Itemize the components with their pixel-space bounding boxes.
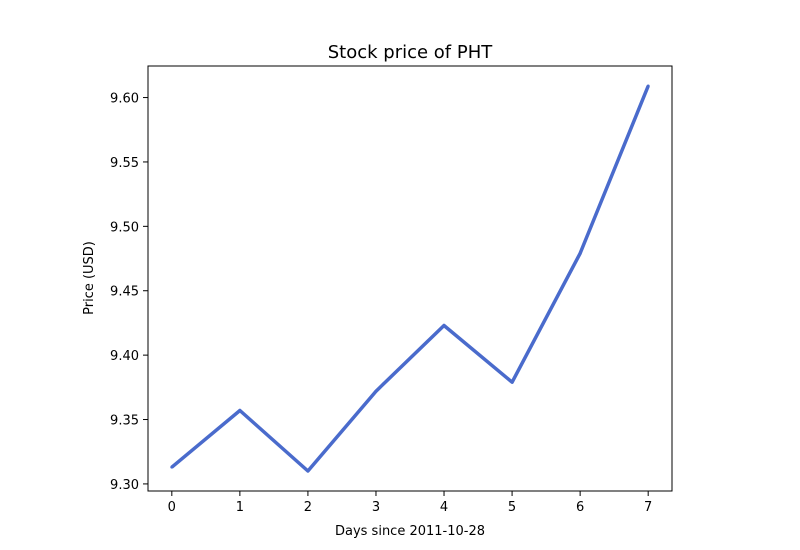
price-series-line — [170, 85, 650, 473]
plot-area-frame — [147, 65, 673, 492]
x-axis-label: Days since 2011-10-28 — [335, 524, 485, 539]
x-tick-label: 1 — [236, 500, 244, 515]
data-point — [442, 324, 446, 328]
data-point — [578, 251, 582, 255]
y-axis: 9.30 9.35 9.40 9.45 9.50 9.55 9.60 — [110, 92, 148, 493]
x-tick-label: 6 — [576, 500, 584, 515]
y-tick-label: 9.45 — [110, 285, 139, 300]
x-axis: 0 1 2 3 4 5 6 7 — [168, 491, 652, 515]
x-tick-label: 3 — [372, 500, 380, 515]
x-tick-label: 4 — [440, 500, 448, 515]
series-layer — [170, 84, 650, 473]
y-tick-label: 9.40 — [110, 349, 139, 364]
data-point — [510, 380, 514, 384]
x-tick-label: 0 — [168, 500, 176, 515]
data-point — [170, 465, 174, 469]
y-tick-label: 9.50 — [110, 220, 139, 235]
chart-title: Stock price of PHT — [328, 42, 494, 63]
data-point — [646, 84, 650, 88]
x-tick-label: 7 — [644, 500, 652, 515]
data-point — [238, 409, 242, 413]
y-tick-label: 9.35 — [110, 414, 139, 429]
y-tick-label: 9.30 — [110, 478, 139, 493]
y-axis-label: Price (USD) — [82, 241, 97, 315]
data-point — [374, 389, 378, 393]
x-tick-label: 2 — [304, 500, 312, 515]
x-tick-label: 5 — [508, 500, 516, 515]
y-tick-label: 9.60 — [110, 92, 139, 107]
data-point — [306, 469, 310, 473]
y-tick-label: 9.55 — [110, 156, 139, 171]
